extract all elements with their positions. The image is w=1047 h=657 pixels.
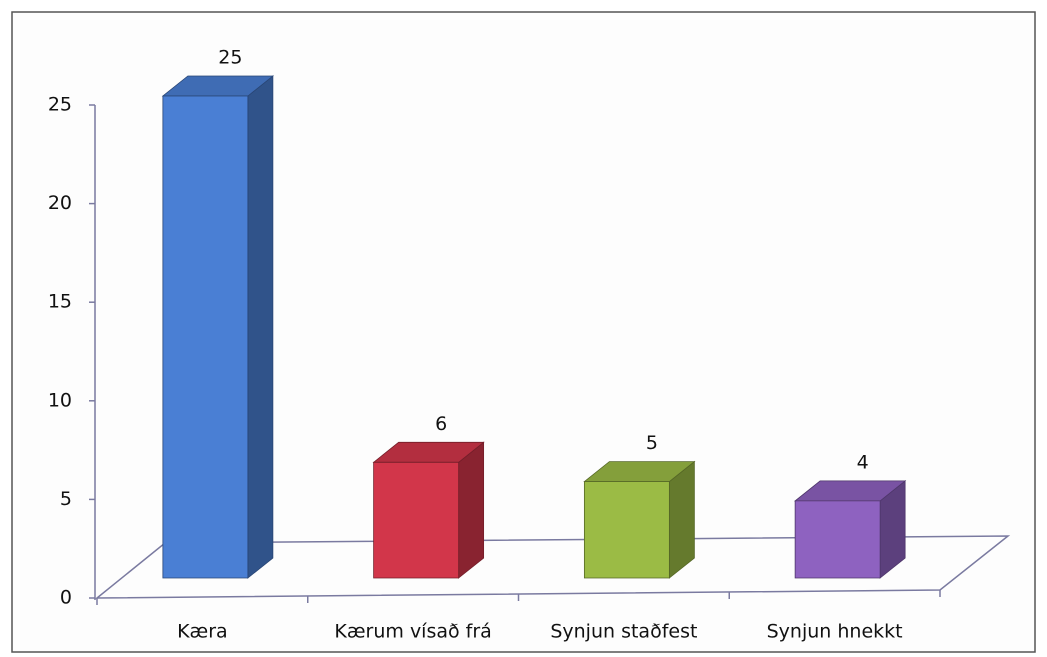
y-tick-label: 15 <box>48 291 72 313</box>
bar-front <box>794 500 881 579</box>
x-tick-label: Kærum vísað frá <box>334 621 491 643</box>
y-tick-label: 25 <box>48 94 72 116</box>
data-label: 4 <box>857 451 869 473</box>
bar <box>793 480 907 579</box>
bar-side <box>458 441 485 579</box>
x-tick-label: Synjun staðfest <box>550 621 697 643</box>
bar <box>583 460 696 579</box>
bar-front <box>162 95 249 579</box>
data-label: 6 <box>435 413 447 435</box>
bar <box>161 75 275 579</box>
bar-front <box>583 481 670 579</box>
y-tick-label: 20 <box>48 192 72 214</box>
data-label: 5 <box>646 432 658 454</box>
floor <box>94 535 1011 599</box>
bar-front <box>373 461 460 579</box>
y-tick-label: 5 <box>60 488 72 510</box>
bar <box>372 441 485 579</box>
y-tick-label: 0 <box>60 587 72 609</box>
x-tick-label: Synjun hnekkt <box>767 621 903 643</box>
y-tick-label: 10 <box>48 389 72 411</box>
bar-side <box>247 75 274 579</box>
data-label: 25 <box>218 47 242 69</box>
x-tick-label: Kæra <box>177 621 228 643</box>
